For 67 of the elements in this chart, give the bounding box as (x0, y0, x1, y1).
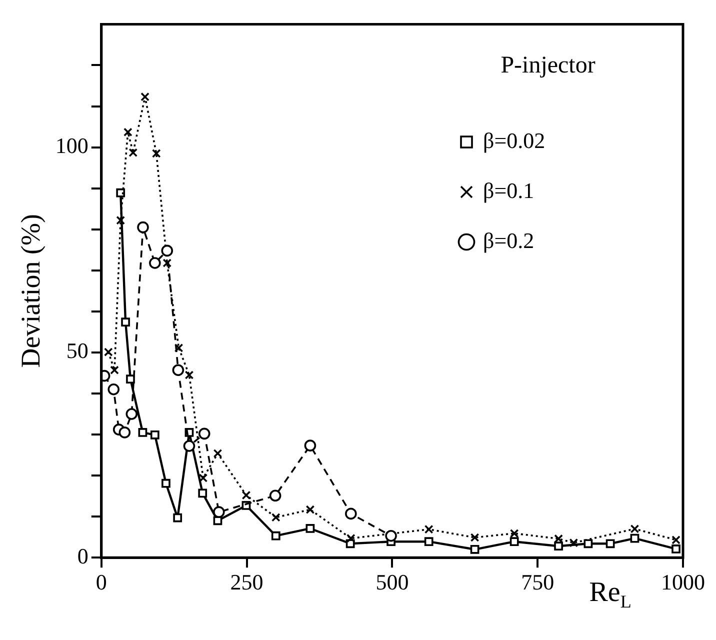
point (116, 188, 126, 198)
point (346, 534, 356, 543)
point (271, 531, 280, 540)
point (174, 343, 184, 352)
x-tick-label: 500 (376, 570, 409, 595)
point (198, 474, 208, 482)
point (306, 524, 315, 533)
point (126, 374, 135, 384)
point (123, 128, 132, 137)
point (162, 258, 172, 268)
point (630, 534, 640, 543)
x-tick-label: 250 (230, 570, 264, 595)
point (606, 539, 615, 548)
x-tick-label: 1000 (661, 570, 705, 595)
point (554, 542, 563, 551)
point (104, 348, 113, 356)
legend-label: β=0.02 (483, 128, 546, 153)
point (470, 544, 480, 554)
legend-title: P-injector (500, 52, 596, 78)
legend-label: β=0.2 (483, 228, 534, 253)
point (584, 539, 593, 548)
point (306, 505, 315, 514)
point (116, 216, 126, 225)
point (161, 244, 174, 257)
y-tick-label: 100 (55, 133, 88, 158)
point (569, 538, 578, 548)
point (424, 537, 434, 546)
point (108, 383, 120, 396)
point (138, 428, 148, 437)
point (184, 370, 194, 380)
point (672, 536, 680, 544)
point (150, 430, 160, 440)
point (149, 257, 161, 269)
point (183, 440, 196, 452)
point (242, 490, 251, 500)
point (198, 428, 210, 440)
y-axis-title: Deviation (%) (15, 214, 46, 368)
point (385, 530, 397, 542)
point (212, 506, 225, 518)
y-tick-label: 50 (66, 338, 88, 364)
point (271, 512, 280, 522)
x-tick-label: 750 (521, 570, 554, 595)
point (213, 448, 222, 458)
legend-label: β=0.1 (483, 178, 534, 203)
point (304, 440, 316, 452)
point (162, 478, 170, 488)
point (128, 148, 138, 158)
point (510, 537, 519, 546)
point (470, 533, 480, 542)
point (140, 92, 150, 102)
point (126, 408, 138, 420)
point (110, 366, 119, 375)
point (672, 544, 680, 554)
point (269, 490, 282, 502)
y-tick-label: 0 (77, 543, 88, 568)
point (173, 513, 182, 522)
point (345, 508, 357, 520)
point (172, 364, 184, 376)
point (630, 524, 640, 534)
point (137, 221, 149, 234)
point (424, 524, 434, 534)
point (118, 426, 131, 438)
point (121, 318, 130, 327)
point (152, 149, 161, 158)
point (198, 488, 208, 498)
point (510, 528, 519, 538)
x-tick-label: 0 (96, 570, 107, 595)
